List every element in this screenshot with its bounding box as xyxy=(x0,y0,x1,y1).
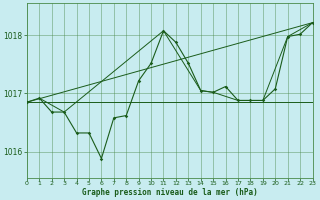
X-axis label: Graphe pression niveau de la mer (hPa): Graphe pression niveau de la mer (hPa) xyxy=(82,188,258,197)
